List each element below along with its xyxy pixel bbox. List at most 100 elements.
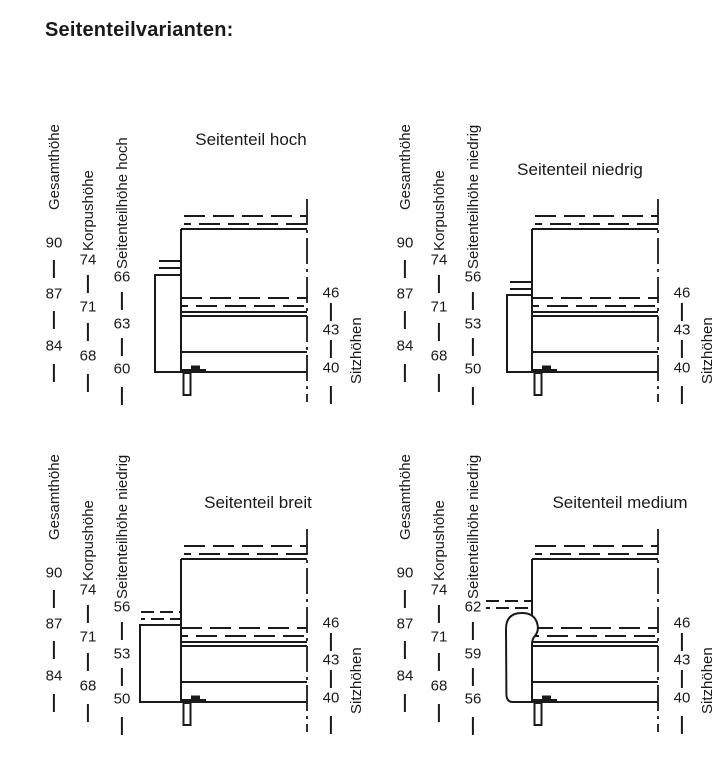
- sitzhoehen-scale-tick: [329, 386, 333, 404]
- sitzhoehen-scale-tick: [680, 340, 684, 358]
- korpushoehe-scale-tick: [86, 322, 90, 341]
- sitzhoehen-scale-tick: [329, 716, 333, 734]
- gesamthoehe-scale-value: 87: [396, 285, 414, 303]
- gesamthoehe-scale-value: 90: [45, 564, 63, 582]
- seitenteilhoehe-scale-value: 63: [113, 315, 131, 333]
- seitenteilhoehe-scale-value: 60: [113, 360, 131, 378]
- armrest-outline: [505, 612, 539, 703]
- gesamthoehe-scale-tick: [403, 641, 407, 659]
- gesamthoehe-scale-label: Gesamthöhe: [46, 454, 63, 540]
- gesamthoehe-scale-value: 90: [396, 564, 414, 582]
- sitzhoehen-scale-label: Sitzhöhen: [348, 317, 365, 384]
- panel-niedrig: Seitenteil niedrig Gesamthöhe 90 87 84 Korpus…: [381, 110, 728, 440]
- front-leg: [182, 702, 192, 726]
- panel-hoch: Seitenteil hoch Gesamthöhe 90 87 84 Korpushöh…: [30, 110, 380, 440]
- panel-title-breit: Seitenteil breit: [204, 493, 312, 512]
- seitenteilhoehe-scale-value: 62: [464, 598, 482, 616]
- gesamthoehe-scale-tick: [403, 259, 407, 278]
- gesamthoehe-scale-tick: [52, 364, 56, 382]
- panel-medium: Seitenteil medium Gesamthöhe 90 87 84 Korpush…: [381, 440, 728, 764]
- sitzhoehen-scale-value: 46: [673, 284, 691, 302]
- sitzhoehen-scale-value: 46: [322, 614, 340, 632]
- sitzhoehen-scale-value: 43: [322, 651, 340, 669]
- gesamthoehe-scale-label: Gesamthöhe: [397, 454, 414, 540]
- sitzhoehen-scale-value: 40: [322, 689, 340, 707]
- sitzhoehen-scale-tick: [329, 632, 333, 651]
- sofa-side-view-breit: [139, 529, 308, 732]
- sitzhoehen-scale-tick: [680, 302, 684, 321]
- gesamthoehe-scale-value: 90: [396, 234, 414, 252]
- korpushoehe-scale-value: 74: [430, 581, 448, 599]
- korpushoehe-scale-value: 71: [430, 628, 448, 646]
- korpushoehe-scale-label: Korpushöhe: [80, 170, 97, 251]
- sitzhoehen-scale-tick: [680, 716, 684, 734]
- korpushoehe-scale-value: 74: [79, 581, 97, 599]
- korpushoehe-scale-tick: [437, 652, 441, 671]
- gesamthoehe-scale-tick: [403, 311, 407, 329]
- korpushoehe-scale-label: Korpushöhe: [431, 500, 448, 581]
- seitenteilhoehe-scale-tick: [471, 621, 475, 640]
- seitenteilhoehe-scale-tick: [120, 291, 124, 310]
- korpushoehe-scale-label: Korpushöhe: [80, 500, 97, 581]
- panel-title-medium: Seitenteil medium: [552, 493, 688, 512]
- sofa-side-view-niedrig: [506, 199, 659, 402]
- korpushoehe-scale-tick: [437, 322, 441, 341]
- gesamthoehe-scale-tick: [52, 694, 56, 712]
- gesamthoehe-scale-value: 84: [396, 337, 414, 355]
- korpushoehe-scale-tick: [86, 274, 90, 293]
- korpushoehe-scale-value: 74: [430, 251, 448, 269]
- korpushoehe-scale-tick: [437, 704, 441, 722]
- seitenteilhoehe-scale-label: Seitenteilhöhe niedrig: [114, 454, 131, 599]
- sitzhoehen-scale-label: Sitzhöhen: [699, 647, 716, 714]
- gesamthoehe-scale-value: 87: [396, 615, 414, 633]
- armrest-outline: [154, 274, 182, 373]
- gesamthoehe-scale-value: 84: [45, 337, 63, 355]
- gesamthoehe-scale-tick: [403, 364, 407, 382]
- gesamthoehe-scale-label: Gesamthöhe: [46, 124, 63, 210]
- seitenteilhoehe-scale-tick: [120, 387, 124, 405]
- sitzhoehen-scale-value: 40: [673, 359, 691, 377]
- seitenteilhoehe-scale-value: 56: [464, 268, 482, 286]
- seitenteilhoehe-scale-tick: [120, 667, 124, 686]
- sitzhoehen-scale-value: 46: [322, 284, 340, 302]
- front-leg: [533, 372, 543, 396]
- korpushoehe-scale-value: 71: [79, 298, 97, 316]
- seitenteilhoehe-scale-tick: [471, 387, 475, 405]
- sitzhoehen-scale-value: 43: [673, 651, 691, 669]
- sitzhoehen-scale-value: 40: [322, 359, 340, 377]
- armrest-outline: [139, 624, 182, 703]
- korpushoehe-scale-tick: [86, 604, 90, 623]
- sitzhoehen-scale-tick: [680, 632, 684, 651]
- sitzhoehen-scale-tick: [680, 670, 684, 688]
- page-title: Seitenteilvarianten:: [45, 19, 234, 41]
- sitzhoehen-scale-label: Sitzhöhen: [348, 647, 365, 714]
- seitenteilhoehe-scale-value: 56: [113, 598, 131, 616]
- seitenteilhoehe-scale-value: 53: [113, 645, 131, 663]
- foot-bracket: [181, 365, 206, 373]
- seitenteilhoehe-scale-label: Seitenteilhöhe hoch: [114, 137, 131, 269]
- seitenteilhoehe-scale-tick: [471, 291, 475, 310]
- seitenteilhoehe-scale-value: 56: [464, 690, 482, 708]
- foot-bracket: [532, 695, 557, 703]
- sofa-side-view-hoch: [154, 199, 308, 402]
- seitenteilhoehe-scale-value: 50: [464, 360, 482, 378]
- front-leg: [533, 702, 543, 726]
- sitzhoehen-scale-value: 43: [322, 321, 340, 339]
- korpushoehe-scale-value: 74: [79, 251, 97, 269]
- seitenteilhoehe-scale-tick: [120, 717, 124, 735]
- seitenteilhoehe-scale-tick: [120, 337, 124, 356]
- seitenteilhoehe-scale-value: 66: [113, 268, 131, 286]
- gesamthoehe-scale-value: 84: [396, 667, 414, 685]
- gesamthoehe-scale-tick: [52, 641, 56, 659]
- korpushoehe-scale-tick: [437, 374, 441, 392]
- korpushoehe-scale-tick: [86, 704, 90, 722]
- seitenteilhoehe-scale-value: 50: [113, 690, 131, 708]
- sitzhoehen-scale-tick: [329, 670, 333, 688]
- sitzhoehen-scale-value: 46: [673, 614, 691, 632]
- seitenteilhoehe-scale-label: Seitenteilhöhe niedrig: [465, 454, 482, 599]
- sitzhoehen-scale-value: 40: [673, 689, 691, 707]
- gesamthoehe-scale-tick: [52, 589, 56, 608]
- korpushoehe-scale-value: 68: [430, 347, 448, 365]
- seitenteilhoehe-scale-value: 59: [464, 645, 482, 663]
- seitenteilhoehe-scale-value: 53: [464, 315, 482, 333]
